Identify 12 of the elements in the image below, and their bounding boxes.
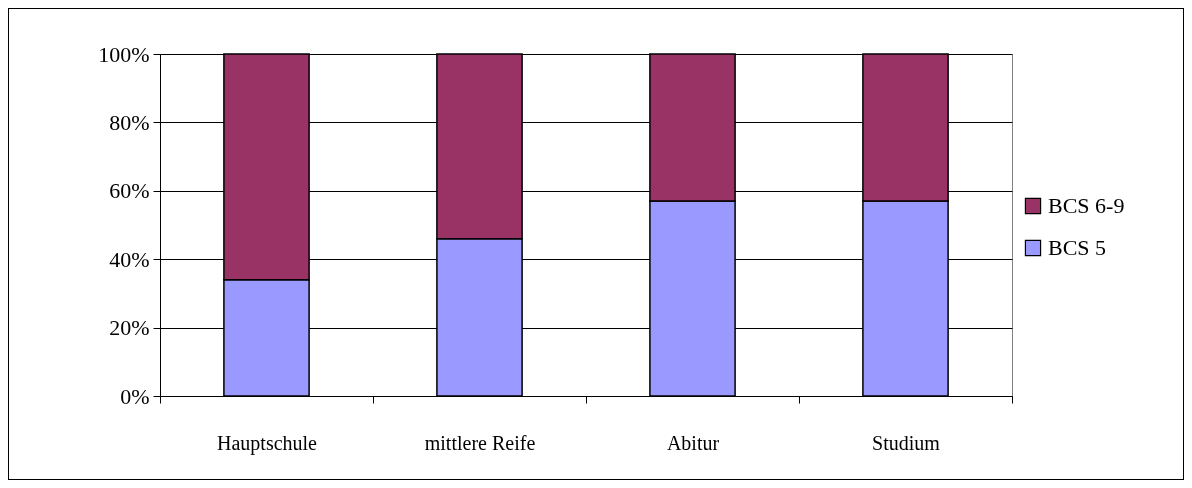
y-tick-label: 40% <box>109 246 150 272</box>
y-tick-label: 0% <box>120 383 150 409</box>
y-tick-label: 60% <box>109 178 150 204</box>
legend-label: BCS 5 <box>1048 235 1107 260</box>
x-tick-label: Hauptschule <box>217 431 318 455</box>
x-tick-label: mittlere Reife <box>424 431 536 454</box>
legend-label: BCS 6-9 <box>1048 193 1125 218</box>
y-tick-label: 20% <box>109 315 150 341</box>
x-tick-label: Studium <box>872 431 941 454</box>
y-tick-label: 80% <box>109 109 150 135</box>
y-tick-label: 100% <box>98 41 150 67</box>
x-tick-label: Abitur <box>666 431 720 454</box>
